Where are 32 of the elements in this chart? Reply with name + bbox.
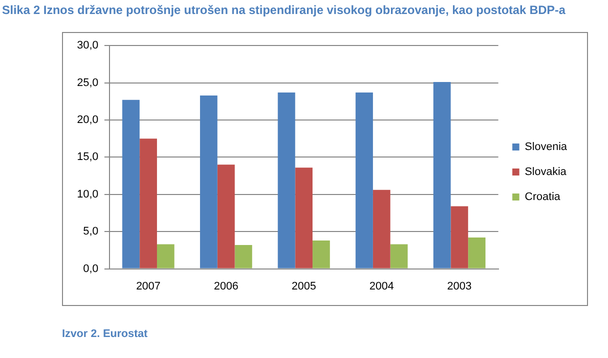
y-tick-label: 20,0: [76, 114, 98, 126]
y-tick-label: 25,0: [76, 76, 98, 89]
y-tick-label: 30,0: [76, 40, 98, 52]
x-tick-label: 2003: [447, 280, 472, 292]
legend-label: Croatia: [524, 191, 562, 204]
bar: [140, 138, 157, 268]
bar: [433, 82, 451, 268]
x-tick-label: 2007: [136, 280, 161, 292]
bar: [295, 168, 313, 268]
bar: [468, 238, 486, 268]
x-tick-label: 2004: [369, 280, 394, 292]
bar: [122, 100, 140, 268]
x-tick-label: 2005: [292, 280, 316, 292]
bar: [312, 240, 330, 268]
text: Izvor 2. Eurostat: [62, 328, 148, 340]
bar: [234, 244, 252, 268]
y-tick-label: 10,0: [76, 188, 98, 200]
y-tick-label: 15,0: [76, 151, 98, 164]
bar: [356, 92, 373, 268]
bar: [278, 92, 296, 268]
bar: [200, 95, 218, 268]
bar: [156, 244, 174, 268]
bar: [390, 244, 408, 268]
bar: [450, 206, 468, 268]
bar: [217, 164, 235, 268]
legend-label: Slovakia: [524, 166, 568, 178]
y-tick-label: 5,0: [83, 226, 98, 238]
y-tick-label: 0,0: [83, 262, 98, 275]
bar: [372, 190, 390, 268]
chart-title: Slika 2 Iznos državne potrošnje utrošen na stipendiranje visokog obrazovanje, kao postotak BDP-a: [2, 3, 566, 17]
legend-label: Slovenia: [524, 141, 568, 154]
x-tick-label: 2006: [214, 280, 238, 292]
